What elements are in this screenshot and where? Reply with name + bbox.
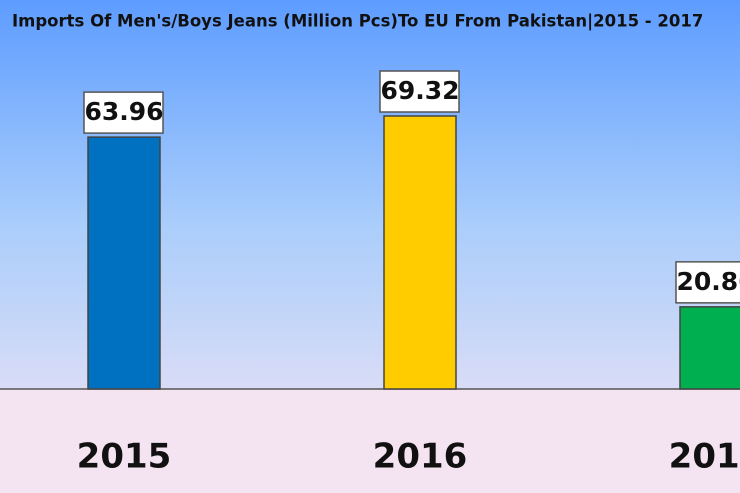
value-label-box <box>675 261 740 304</box>
x-tick-label: 2017 <box>669 437 740 477</box>
bar <box>679 306 740 390</box>
bar <box>87 136 161 390</box>
axis-band <box>0 389 740 493</box>
x-tick-label: 2016 <box>373 437 468 477</box>
bar <box>383 115 457 390</box>
x-tick-label: 2015 <box>77 437 172 477</box>
value-label: 69.32 <box>380 76 459 105</box>
value-label: 63.96 <box>84 97 163 126</box>
value-label: 20.86 <box>676 267 740 296</box>
chart-title: Imports Of Men's/Boys Jeans (Million Pcs… <box>12 12 703 32</box>
value-label-box <box>379 70 460 113</box>
value-label-box <box>83 91 164 134</box>
